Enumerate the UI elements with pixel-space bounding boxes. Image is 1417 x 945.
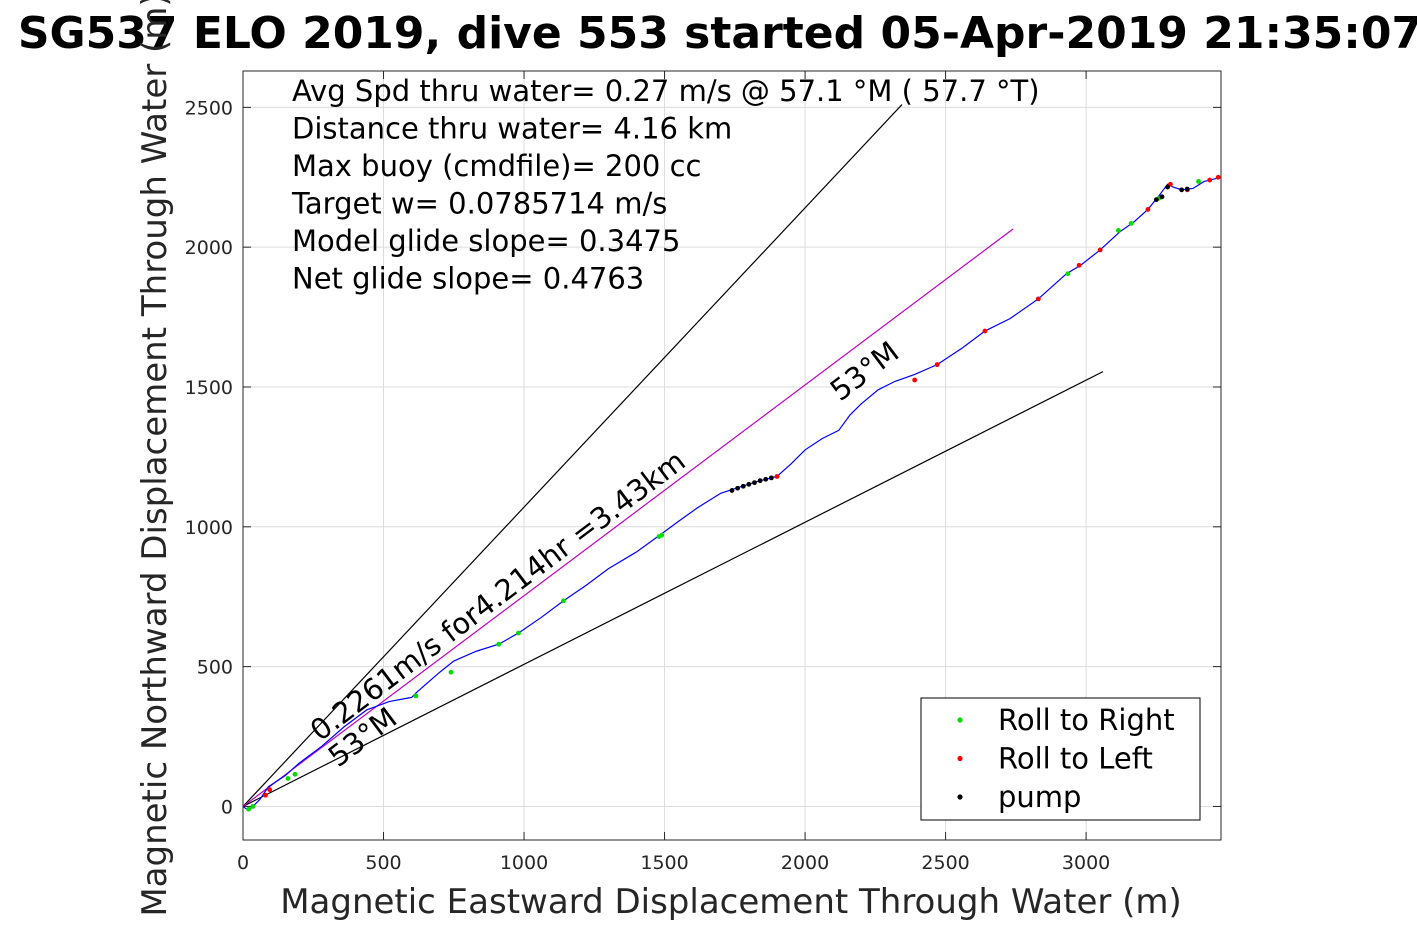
marker-point bbox=[516, 630, 521, 636]
marker-point bbox=[1159, 194, 1165, 200]
chart-title: SG537 ELO 2019, dive 553 started 05-Apr-… bbox=[18, 8, 1417, 59]
marker-point bbox=[448, 669, 454, 675]
marker-point bbox=[774, 474, 780, 479]
legend: Roll to Right Roll to Left pump bbox=[920, 697, 1201, 821]
marker-group bbox=[246, 174, 1221, 812]
marker-point bbox=[496, 641, 502, 647]
y-tick-label: 2000 bbox=[185, 237, 233, 259]
marker-point bbox=[1184, 186, 1190, 192]
x-tick-label: 1500 bbox=[640, 852, 688, 874]
marker-point bbox=[1165, 184, 1171, 190]
summary-note-line: Avg Spd thru water= 0.27 m/s @ 57.1 °M (… bbox=[292, 74, 1040, 108]
marker-point bbox=[285, 776, 291, 781]
y-axis-label: Magnetic Northward Displacement Through … bbox=[135, 0, 175, 917]
marker-point bbox=[934, 362, 940, 368]
marker-point bbox=[560, 598, 566, 604]
x-tick-label: 2500 bbox=[921, 852, 969, 874]
marker-point bbox=[1145, 207, 1151, 212]
marker-point bbox=[757, 478, 763, 484]
legend-label: Roll to Right bbox=[998, 703, 1175, 737]
marker-point bbox=[763, 476, 769, 482]
marker-point bbox=[768, 475, 774, 481]
x-tick-label: 0 bbox=[237, 852, 249, 874]
legend-marker bbox=[957, 717, 963, 723]
reference-lines bbox=[242, 104, 1104, 807]
summary-note-line: Net glide slope= 0.4763 bbox=[292, 262, 644, 296]
marker-point bbox=[250, 804, 256, 809]
y-tick-label: 1000 bbox=[185, 517, 233, 539]
x-axis-label: Magnetic Eastward Displacement Through W… bbox=[280, 882, 1182, 922]
marker-point bbox=[1153, 197, 1159, 203]
axis-ticks: 0 500 1000 1500 2000 2500 3000 0 500 1000 1500 2000… bbox=[185, 71, 1221, 874]
reference-line bbox=[242, 228, 1014, 807]
marker-point bbox=[246, 806, 252, 812]
y-tick-label: 1500 bbox=[185, 377, 233, 399]
summary-note-line: Model glide slope= 0.3475 bbox=[292, 224, 680, 258]
summary-note-line: Distance thru water= 4.16 km bbox=[292, 112, 732, 146]
summary-note-line: Target w= 0.0785714 m/s bbox=[291, 187, 667, 221]
reference-line bbox=[242, 104, 903, 807]
marker-point bbox=[1207, 177, 1213, 183]
marker-point bbox=[656, 534, 662, 539]
marker-point bbox=[292, 771, 298, 777]
x-tick-label: 2000 bbox=[781, 852, 829, 874]
x-tick-label: 3000 bbox=[1062, 852, 1110, 874]
summary-notes: Avg Spd thru water= 0.27 m/s @ 57.1 °M (… bbox=[291, 74, 1040, 296]
y-tick-label: 2500 bbox=[185, 97, 233, 119]
summary-note-line: Max buoy (cmdfile)= 200 cc bbox=[292, 149, 701, 183]
legend-label: Roll to Left bbox=[998, 742, 1153, 776]
legend-marker bbox=[957, 755, 963, 762]
legend-label: pump bbox=[998, 780, 1081, 814]
marker-point bbox=[746, 481, 752, 487]
y-tick-label: 0 bbox=[221, 796, 233, 818]
marker-point bbox=[1065, 271, 1071, 277]
legend-marker bbox=[957, 794, 963, 800]
marker-point bbox=[752, 480, 757, 486]
marker-point bbox=[1116, 227, 1121, 233]
legend-items: Roll to Right Roll to Left pump bbox=[957, 703, 1175, 814]
marker-point bbox=[729, 488, 735, 493]
marker-point bbox=[1076, 262, 1082, 268]
y-tick-label: 500 bbox=[197, 657, 233, 679]
x-tick-label: 500 bbox=[365, 852, 401, 874]
marker-point bbox=[1097, 247, 1103, 253]
reference-line bbox=[242, 371, 1104, 807]
plot-frame bbox=[242, 70, 1222, 841]
marker-point bbox=[413, 693, 419, 699]
marker-point bbox=[912, 377, 918, 383]
legend-box bbox=[920, 697, 1201, 821]
marker-point bbox=[1128, 221, 1134, 226]
marker-point bbox=[1035, 296, 1041, 302]
marker-point bbox=[1215, 174, 1221, 180]
marker-point bbox=[1196, 179, 1201, 184]
marker-point bbox=[740, 483, 746, 489]
marker-point bbox=[267, 787, 273, 793]
grid-lines bbox=[242, 71, 1221, 840]
marker-point bbox=[982, 328, 988, 334]
marker-point bbox=[735, 485, 741, 491]
x-tick-label: 1000 bbox=[500, 852, 548, 874]
marker-point bbox=[1179, 187, 1185, 193]
marker-point bbox=[263, 792, 268, 798]
